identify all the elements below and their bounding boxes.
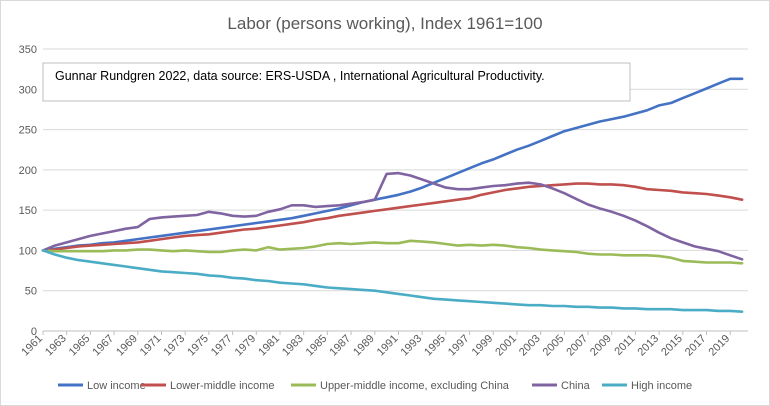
x-tick-label: 1973 xyxy=(162,333,188,359)
x-tick-label: 2003 xyxy=(517,333,543,359)
x-tick-label: 2009 xyxy=(588,333,614,359)
y-tick-label: 150 xyxy=(19,205,37,217)
x-tick-label: 1999 xyxy=(470,333,496,359)
x-tick-label: 2015 xyxy=(659,333,685,359)
x-tick-label: 1965 xyxy=(67,333,93,359)
x-tick-label: 1987 xyxy=(327,333,353,359)
series-lines xyxy=(41,77,744,314)
x-tick-label: 1981 xyxy=(256,333,282,359)
legend-label-upper-middle-income-excluding-china: Upper-middle income, excluding China xyxy=(320,380,510,392)
x-tick-label: 2007 xyxy=(564,333,590,359)
annotation-box: Gunnar Rundgren 2022, data source: ERS-U… xyxy=(42,62,631,102)
x-tick-label: 2001 xyxy=(493,333,519,359)
x-tick-label: 2011 xyxy=(612,333,637,358)
legend-label-low-income: Low income xyxy=(87,380,146,392)
x-tick-label: 2017 xyxy=(683,333,709,359)
series-line-china xyxy=(41,171,744,261)
legend-label-high-income: High income xyxy=(631,380,692,392)
legend-label-china: China xyxy=(561,380,591,392)
y-tick-label: 200 xyxy=(19,165,37,177)
x-tick-label: 1983 xyxy=(280,333,306,359)
x-tick-label: 1991 xyxy=(375,333,401,359)
series-line-low-income xyxy=(41,77,744,252)
x-tick-label: 1967 xyxy=(90,333,116,359)
y-tick-label: 350 xyxy=(19,44,37,56)
x-tick-label: 1989 xyxy=(351,333,377,359)
x-tick-label: 2013 xyxy=(635,333,661,359)
x-tick-label: 1971 xyxy=(138,333,164,359)
annotation-text: Gunnar Rundgren 2022, data source: ERS-U… xyxy=(55,69,545,83)
annotation-box-border xyxy=(42,62,631,102)
x-tick-label: 1995 xyxy=(422,333,448,359)
y-tick-label: 300 xyxy=(19,84,37,96)
x-tick-label: 1979 xyxy=(233,333,259,359)
x-tick-label: 1961 xyxy=(19,333,45,359)
legend-label-lower-middle-income: Lower-middle income xyxy=(170,380,275,392)
x-tick-label: 2005 xyxy=(541,333,567,359)
x-tick-label: 2019 xyxy=(707,333,733,359)
x-tick-label: 1993 xyxy=(398,333,424,359)
x-tick-label: 1997 xyxy=(446,333,472,359)
y-tick-label: 50 xyxy=(25,286,37,298)
x-tick-label: 1963 xyxy=(43,333,69,359)
x-tick-label: 1969 xyxy=(114,333,140,359)
series-line-high-income xyxy=(41,249,744,314)
chart-title: Labor (persons working), Index 1961=100 xyxy=(227,14,542,33)
y-tick-label: 100 xyxy=(19,245,37,257)
legend: Low income Lower-middle income Upper-middl… xyxy=(58,380,692,392)
x-tick-label: 1977 xyxy=(209,333,235,359)
y-tick-label: 0 xyxy=(31,326,37,338)
x-tick-label: 1975 xyxy=(185,333,211,359)
series-line-upper-middle-income-excluding-china xyxy=(41,239,744,265)
x-tick-label: 1985 xyxy=(304,333,330,359)
y-tick-label: 250 xyxy=(19,125,37,137)
series-line-lower-middle-income xyxy=(41,182,744,252)
